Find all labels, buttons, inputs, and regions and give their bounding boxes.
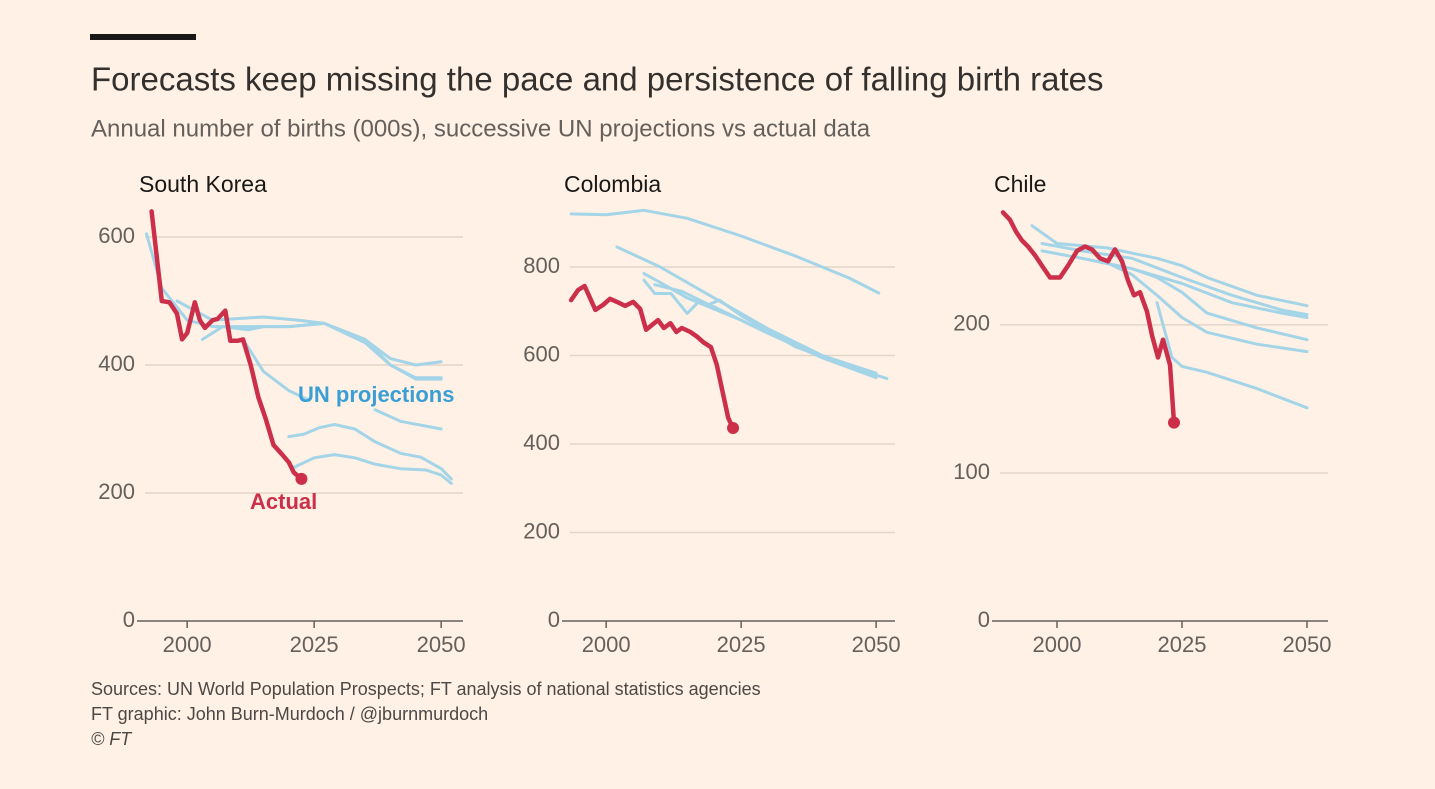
- y-tick-label: 400: [98, 351, 135, 376]
- x-tick-label: 2000: [582, 632, 631, 657]
- y-tick-label: 200: [953, 311, 990, 336]
- x-tick-label: 2050: [852, 632, 901, 657]
- brand-bar: [90, 34, 196, 40]
- actual-line: [1000, 210, 1177, 425]
- projection-line: [1040, 242, 1309, 317]
- x-tick-label: 2025: [290, 632, 339, 657]
- panel-title: Chile: [994, 171, 1046, 197]
- actual-line: [149, 209, 304, 482]
- y-tick-label: 0: [548, 607, 560, 632]
- panel-title: Colombia: [564, 171, 661, 197]
- projection-line: [145, 232, 443, 367]
- x-tick-label: 2050: [1283, 632, 1332, 657]
- y-tick-label: 0: [978, 607, 990, 632]
- projection-line: [287, 423, 453, 481]
- annotation: Actual: [250, 489, 317, 514]
- y-tick-label: 400: [523, 430, 560, 455]
- panel-title: South Korea: [139, 171, 267, 197]
- latest-point: [727, 422, 740, 435]
- x-tick-label: 2025: [717, 632, 766, 657]
- source-note: Sources: UN World Population Prospects; …: [91, 679, 761, 699]
- projection-line: [1155, 301, 1309, 410]
- credit-note: FT graphic: John Burn-Murdoch / @jburnmu…: [91, 704, 488, 724]
- projection-line: [292, 453, 453, 485]
- y-tick-label: 0: [123, 607, 135, 632]
- y-tick-label: 200: [523, 518, 560, 543]
- projection-line: [653, 283, 889, 380]
- copyright: © FT: [91, 729, 133, 749]
- projection-line: [175, 299, 443, 380]
- x-tick-label: 2025: [1158, 632, 1207, 657]
- chart-title: Forecasts keep missing the pace and pers…: [91, 61, 1104, 98]
- projection-line: [642, 278, 878, 375]
- y-tick-label: 100: [953, 459, 990, 484]
- latest-point: [1168, 416, 1180, 429]
- x-tick-label: 2000: [1033, 632, 1082, 657]
- x-tick-label: 2050: [417, 632, 466, 657]
- y-tick-label: 600: [98, 223, 135, 248]
- projection-line: [1080, 256, 1309, 342]
- x-tick-label: 2000: [163, 632, 212, 657]
- actual-line: [568, 283, 736, 431]
- projection-line: [1030, 224, 1309, 308]
- chart-subtitle: Annual number of births (000s), successi…: [91, 115, 871, 142]
- y-tick-label: 200: [98, 479, 135, 504]
- projection-line: [200, 321, 443, 381]
- y-tick-label: 600: [523, 341, 560, 366]
- latest-point: [295, 472, 308, 485]
- annotation: UN projections: [298, 382, 454, 407]
- projection-line: [1105, 261, 1309, 354]
- y-tick-label: 800: [523, 253, 560, 278]
- projection-line: [569, 208, 881, 295]
- projection-line: [373, 408, 443, 431]
- projection-line: [241, 337, 311, 402]
- projection-line: [1040, 249, 1309, 319]
